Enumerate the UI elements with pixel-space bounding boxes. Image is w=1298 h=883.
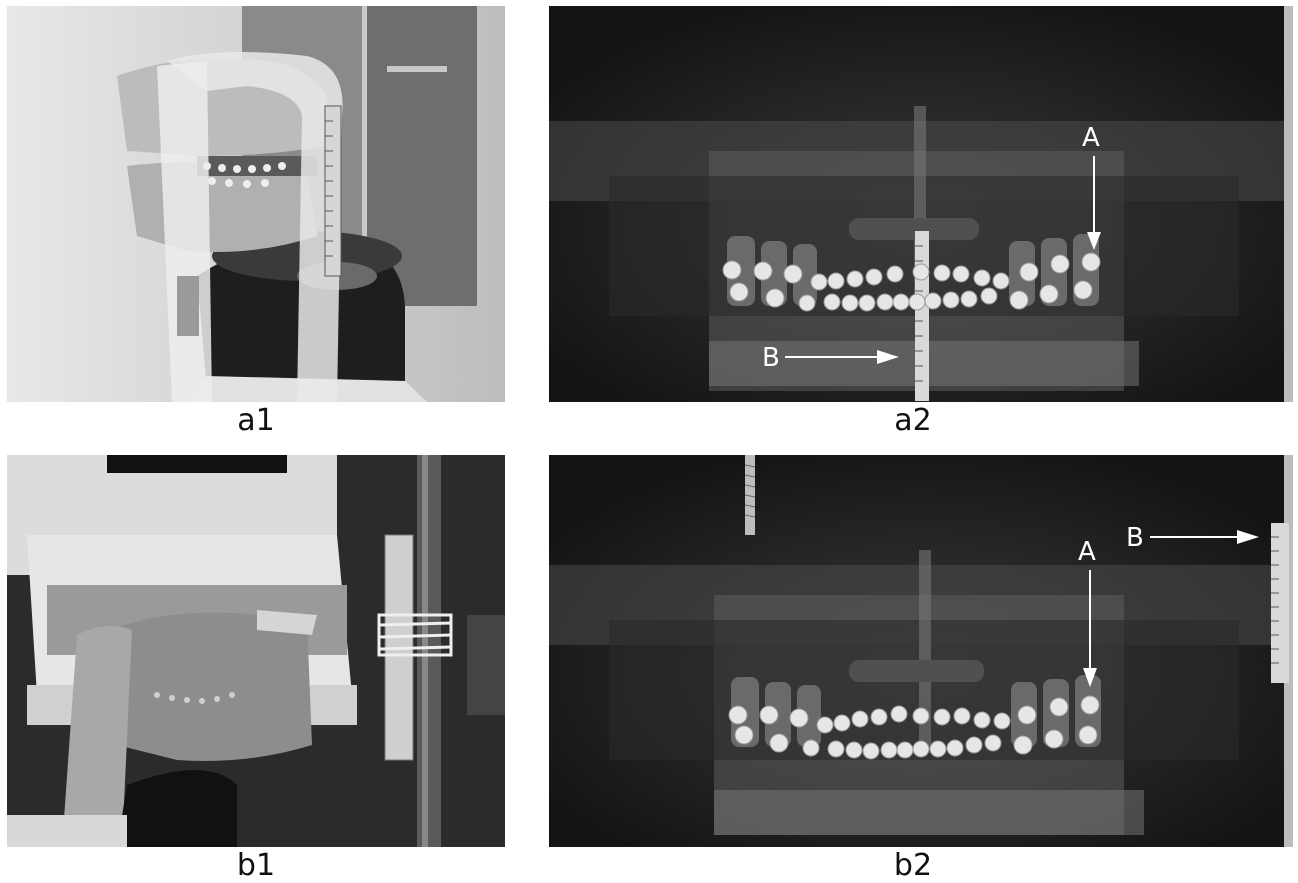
caption-b2: b2 <box>893 848 933 883</box>
xray-b2-image: A B <box>549 455 1293 847</box>
photo-b1-image <box>7 455 505 847</box>
marker-b-b2: B <box>1126 523 1144 553</box>
caption-a1: a1 <box>237 403 275 438</box>
marker-a-b2: A <box>1078 537 1096 567</box>
caption-a2: a2 <box>894 403 932 438</box>
photo-panel-b1 <box>7 455 505 847</box>
caption-b1: b1 <box>236 848 276 883</box>
xray-a2-image: A B <box>549 6 1293 402</box>
xray-panel-b2: A B <box>549 455 1293 847</box>
marker-b-a2: B <box>762 343 780 373</box>
photo-a1-image <box>7 6 505 402</box>
marker-a-a2: A <box>1082 123 1100 153</box>
photo-panel-a1 <box>7 6 505 402</box>
xray-panel-a2: A B <box>549 6 1293 402</box>
